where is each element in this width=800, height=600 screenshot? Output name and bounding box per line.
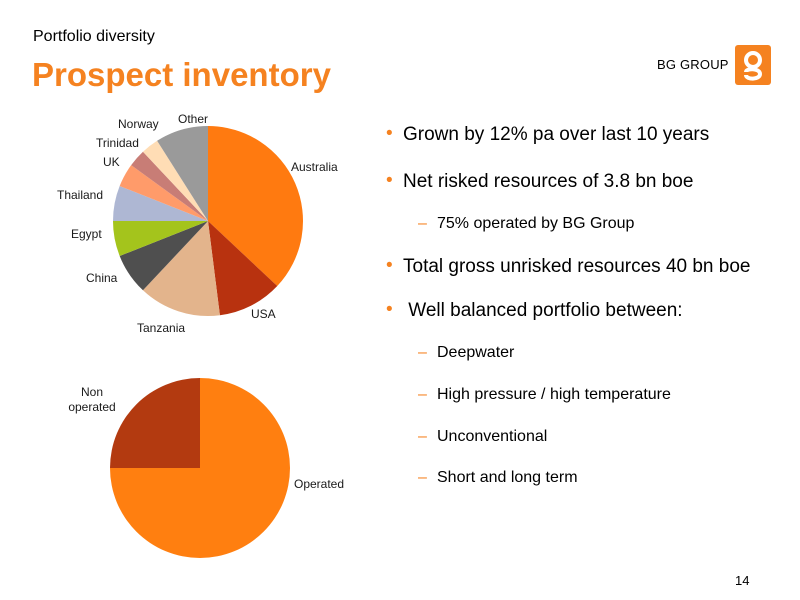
bullet-item: • Total gross unrisked resources 40 bn bo… <box>386 255 751 277</box>
pie-slice-thailand <box>113 186 208 221</box>
pie-label-australia: Australia <box>291 160 338 174</box>
pie-slice-egypt <box>113 221 208 256</box>
pie-slice-other <box>157 126 208 221</box>
sub-bullet-item: – Deepwater <box>418 344 515 361</box>
slide-subtitle: Portfolio diversity <box>33 28 155 45</box>
dash-icon: – <box>418 386 427 403</box>
bullet-item: • Grown by 12% pa over last 10 years <box>386 123 710 145</box>
dash-icon: – <box>418 469 427 486</box>
bullet-dot-icon: • <box>386 255 393 276</box>
sub-bullet-item: –75% operated by BG Group <box>418 215 635 232</box>
dash-icon: – <box>418 428 427 445</box>
pie-slice-tanzania <box>142 221 220 316</box>
pie-label-other: Other <box>178 112 208 126</box>
pie-label-norway: Norway <box>118 117 159 131</box>
dash-icon: – <box>418 344 427 361</box>
page-number: 14 <box>735 573 750 588</box>
bg-logo-icon <box>735 45 771 85</box>
sub-bullet-item: – Unconventional <box>418 428 548 445</box>
pie-slice-china <box>119 221 208 291</box>
pie-label-non-operated: Non operated <box>68 385 115 414</box>
pie-slice-uk <box>119 165 208 221</box>
pie-slice-australia <box>208 126 304 287</box>
slide-title: Prospect inventory <box>32 56 331 93</box>
bullet-dot-icon: • <box>386 299 393 320</box>
pie-label-tanzania: Tanzania <box>137 321 185 335</box>
bullet-item: • Net risked resources of 3.8 bn boe <box>386 170 694 192</box>
pie-label-thailand: Thailand <box>57 188 103 202</box>
pie-slice-usa <box>208 221 278 316</box>
bullet-dot-icon: • <box>386 170 393 191</box>
pie-slice-trinidad <box>131 151 208 221</box>
brand-name: BG GROUP <box>657 57 729 72</box>
bullet-dot-icon: • <box>386 123 393 144</box>
bullet-item: • Well balanced portfolio between: <box>386 299 683 321</box>
dash-icon: – <box>418 215 427 232</box>
pie-label-china: China <box>86 271 118 285</box>
pie-label-usa: USA <box>251 307 276 321</box>
pie-label-egypt: Egypt <box>71 227 102 241</box>
sub-bullet-item: – Short and long term <box>418 469 578 486</box>
pie-label-trinidad: Trinidad <box>96 136 139 150</box>
pie-slice-norway <box>142 140 208 221</box>
sub-bullet-item: – High pressure / high temperature <box>418 386 671 403</box>
pie-slice-non-operated <box>110 378 200 468</box>
pie-label-operated: Operated <box>294 477 344 491</box>
pie-label-uk: UK <box>103 155 120 169</box>
